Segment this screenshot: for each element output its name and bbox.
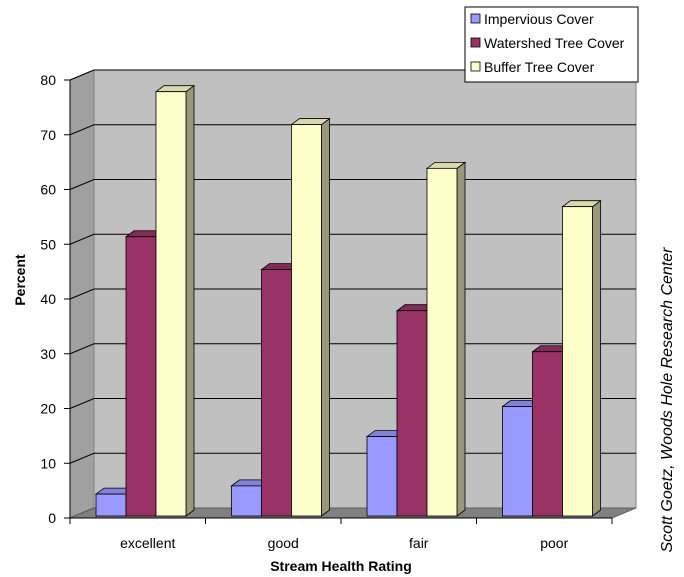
y-axis-tick-labels: 0 10 20 30 40 50 60 70 80 — [40, 72, 56, 526]
legend-box — [464, 6, 639, 83]
gridline — [69, 69, 636, 81]
y-tick-label: 50 — [40, 236, 56, 252]
x-tick-label: good — [268, 535, 299, 551]
legend-swatch-impervious — [470, 13, 481, 24]
bar — [290, 117, 331, 517]
y-tick-label: 60 — [40, 182, 56, 198]
legend-label-watershed: Watershed Tree Cover — [484, 35, 625, 51]
gridline — [69, 124, 636, 136]
y-tick-label: 0 — [48, 510, 56, 526]
y-tick-label: 20 — [40, 401, 56, 417]
y-axis-title: Percent — [12, 254, 28, 306]
x-tick-label: excellent — [120, 535, 175, 551]
legend-swatch-watershed — [470, 37, 481, 48]
x-axis-title: Stream Health Rating — [270, 558, 412, 574]
x-tick-label: fair — [409, 535, 429, 551]
y-tick-label: 80 — [40, 72, 56, 88]
y-tick-label: 40 — [40, 291, 56, 307]
y-tick-label: 70 — [40, 127, 56, 143]
chart-plot-area — [64, 69, 637, 524]
legend-label-buffer: Buffer Tree Cover — [484, 59, 595, 75]
bar — [154, 84, 196, 517]
legend-label-impervious: Impervious Cover — [484, 11, 594, 27]
bar — [561, 199, 602, 517]
legend-swatch-buffer — [470, 61, 481, 72]
x-tick-label: poor — [540, 535, 568, 551]
bar — [425, 161, 467, 517]
credit-text: Scott Goetz, Woods Hole Research Center — [659, 247, 676, 553]
y-tick-label: 30 — [40, 346, 56, 362]
x-axis-tick-labels: excellent good fair poor — [120, 535, 568, 551]
y-tick-label: 10 — [40, 455, 56, 471]
legend: Impervious Cover Watershed Tree Cover Bu… — [464, 6, 639, 83]
